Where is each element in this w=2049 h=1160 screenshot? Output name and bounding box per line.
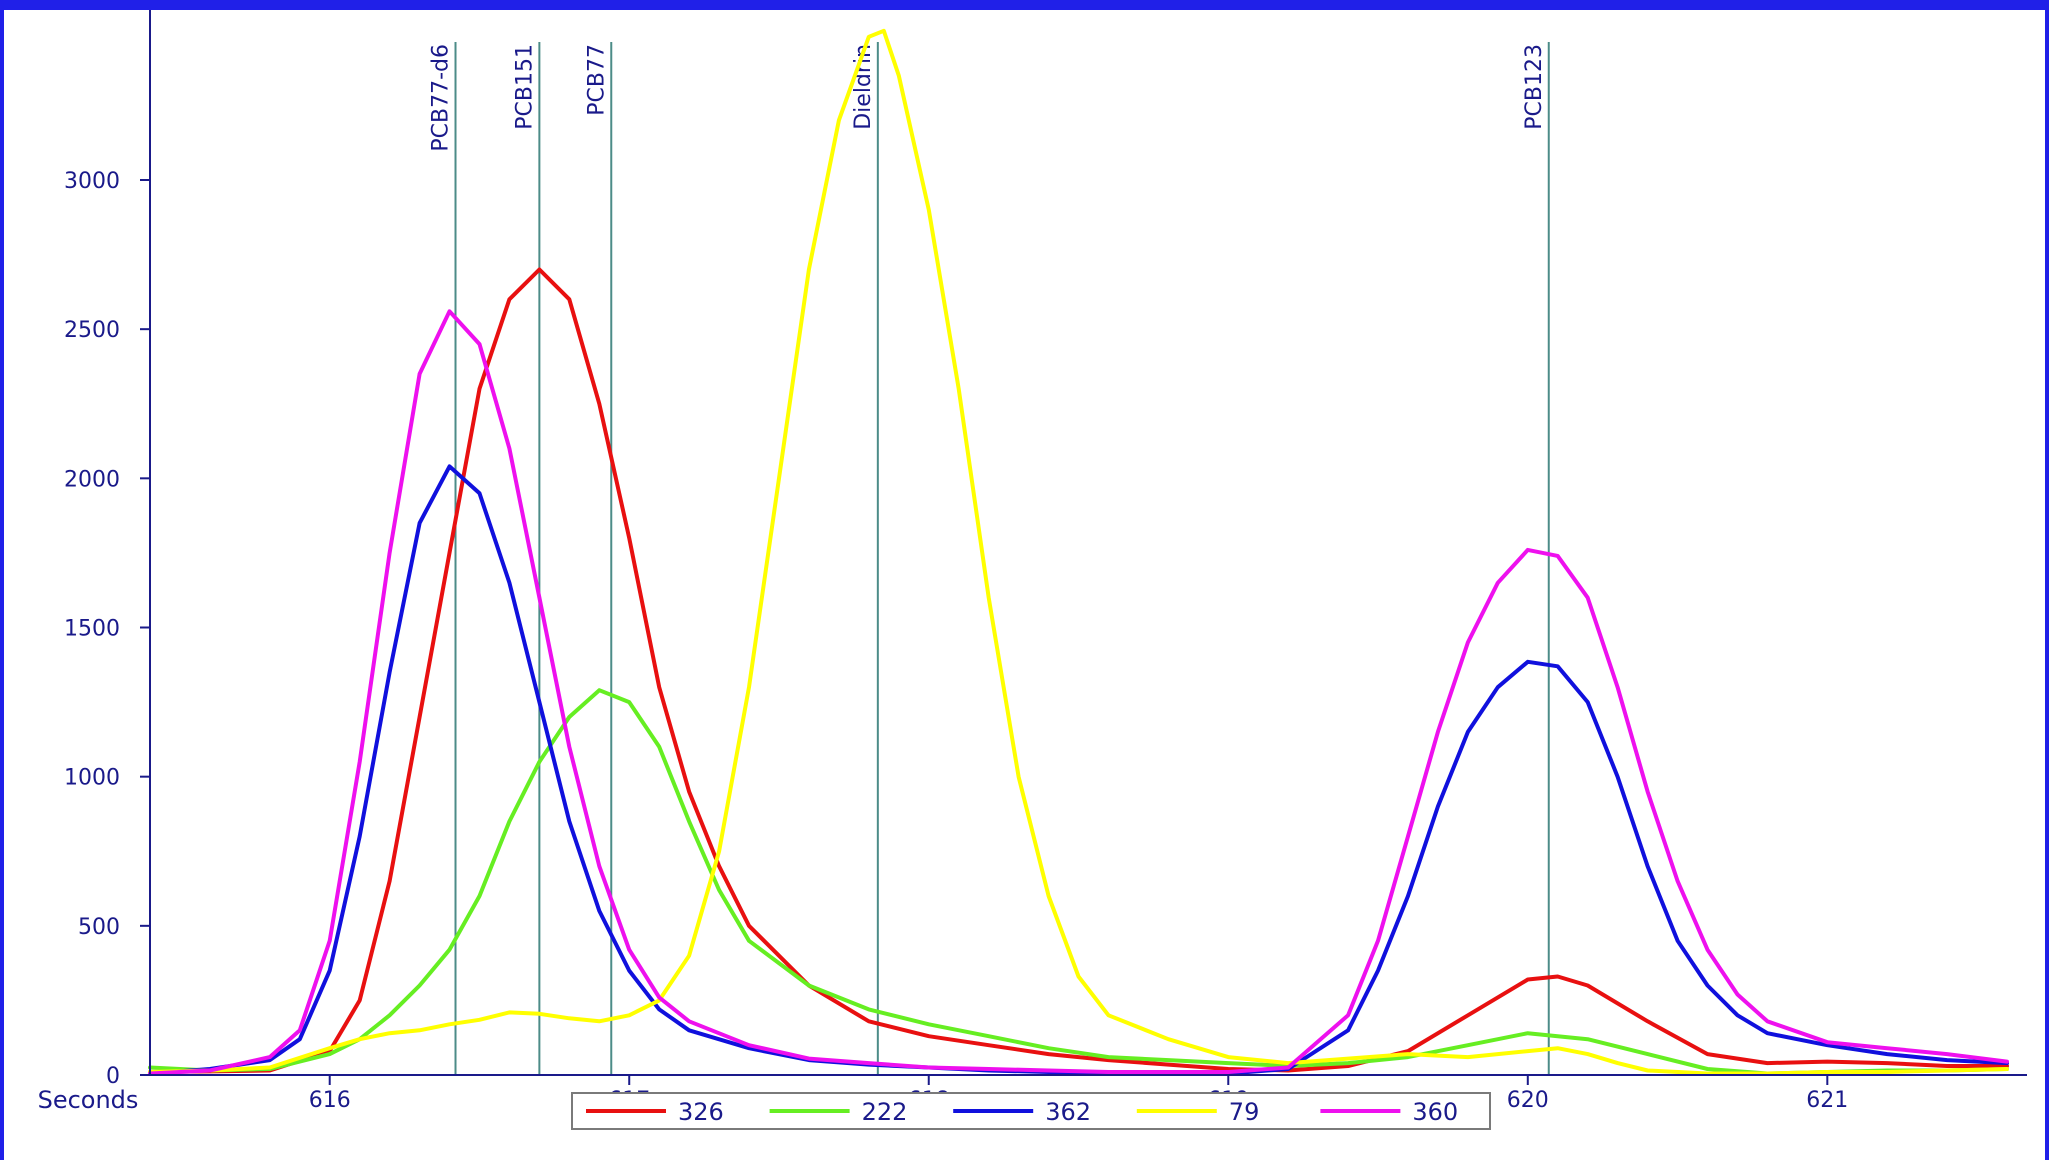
legend-label: 222 xyxy=(862,1098,908,1126)
chromatogram-panel: PCB77-d6 PCB151 PCB77 Dieldrin PCB123 0 500 10… xyxy=(4,10,2045,1160)
peak-markers: PCB77-d6 PCB151 PCB77 Dieldrin PCB123 xyxy=(429,42,1550,1075)
series-line-222 xyxy=(148,688,2009,1076)
peak-marker-label: PCB123 xyxy=(1522,44,1547,130)
y-tick-label: 0 xyxy=(106,1064,120,1089)
x-tick-label: 616 xyxy=(309,1088,351,1113)
y-tick-label: 2500 xyxy=(64,318,120,343)
x-tick-label: 621 xyxy=(1806,1088,1848,1113)
peak-marker-label: Dieldrin xyxy=(851,44,876,130)
peak-marker-label: PCB77-d6 xyxy=(429,44,454,152)
y-tick-label: 500 xyxy=(78,915,120,940)
legend-label: 362 xyxy=(1045,1098,1091,1126)
x-tick-label: 620 xyxy=(1507,1088,1549,1113)
series-lines xyxy=(148,28,2009,1076)
y-tick-label: 3000 xyxy=(64,169,120,194)
x-axis-title: Seconds xyxy=(38,1086,139,1114)
legend-label: 79 xyxy=(1229,1098,1260,1126)
peak-marker-label: PCB77 xyxy=(584,44,609,116)
peak-marker-label: PCB151 xyxy=(512,44,537,130)
chromatogram-chart: PCB77-d6 PCB151 PCB77 Dieldrin PCB123 0 500 10… xyxy=(38,10,2027,1130)
legend: 326 222 362 79 360 xyxy=(571,1092,1491,1130)
legend-label: 360 xyxy=(1412,1098,1458,1126)
y-tick-label: 2000 xyxy=(64,467,120,492)
series-line-326 xyxy=(148,267,2009,1074)
legend-label: 326 xyxy=(678,1098,724,1126)
y-tick-label: 1000 xyxy=(64,766,120,791)
series-line-360 xyxy=(148,309,2009,1076)
series-line-79 xyxy=(148,28,2009,1076)
y-tick-label: 1500 xyxy=(64,617,120,642)
